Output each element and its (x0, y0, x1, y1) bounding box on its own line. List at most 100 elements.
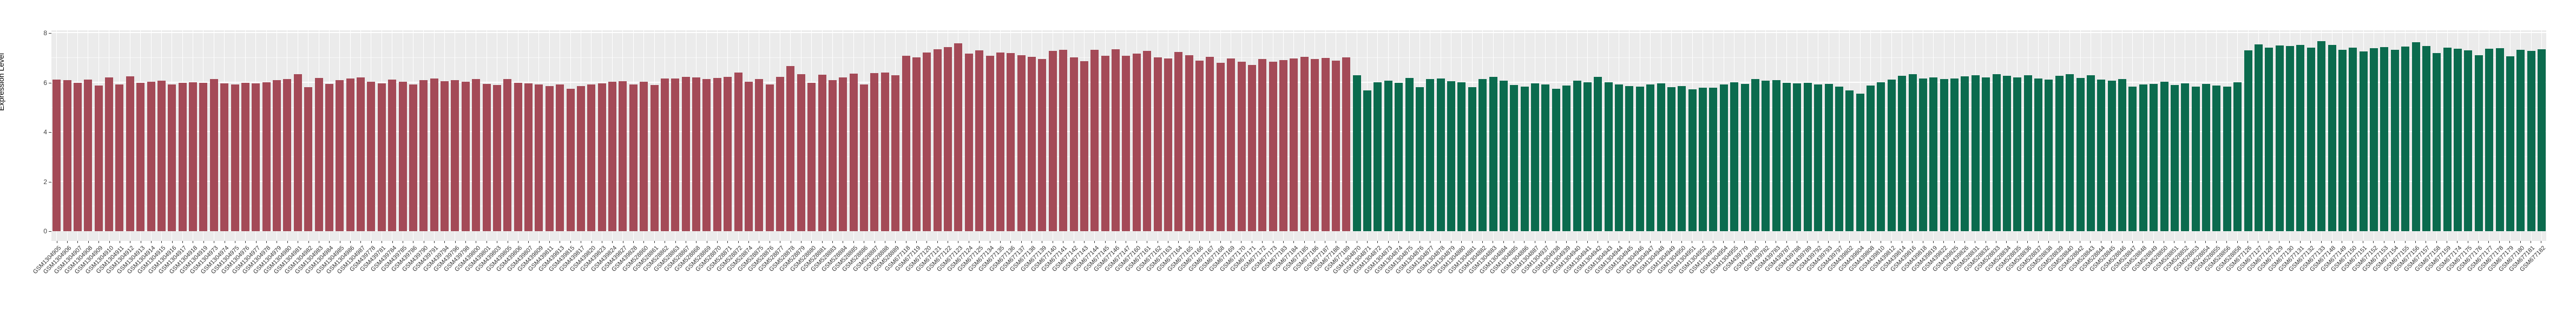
x-tick-mark (2006, 241, 2007, 243)
bar-column (2001, 30, 2013, 241)
bar-GSM1304918 (189, 82, 198, 231)
bar-GSM528860 (640, 81, 648, 231)
bar-column (774, 30, 786, 241)
bar-column (1194, 30, 1205, 241)
x-tick-mark (2216, 241, 2217, 243)
bar-GSM1304886 (1520, 86, 1529, 231)
bar-GSM439786 (409, 84, 417, 231)
bar-column (858, 30, 870, 241)
bar-GSM528854 (2202, 84, 2211, 231)
x-tick-mark (2111, 241, 2112, 243)
bar-column (1540, 30, 1551, 241)
bar-GSM677151 (2359, 51, 2368, 231)
bar-GSM528886 (860, 84, 869, 231)
x-tick-mark (2520, 241, 2521, 243)
bar-column (1666, 30, 1677, 241)
bar-column (869, 30, 880, 241)
bar-column (2421, 30, 2432, 241)
bar-column (691, 30, 702, 241)
x-tick-mark (853, 241, 854, 243)
x-tick-mark (1083, 241, 1085, 243)
bar-GSM439792 (1814, 84, 1823, 231)
bar-column (1404, 30, 1415, 241)
bar-column (2348, 30, 2358, 241)
x-tick-mark (2038, 241, 2039, 243)
x-tick-mark (329, 241, 330, 243)
bar-column (1634, 30, 1645, 241)
bar-column (2432, 30, 2442, 241)
bar-GSM677176 (2474, 55, 2483, 231)
x-tick-mark (1681, 241, 1682, 243)
bar-GSM677147 (1122, 56, 1131, 231)
bar-GSM1304955 (1730, 82, 1739, 231)
bar-GSM528887 (870, 73, 879, 231)
bar-GSM1304878 (1436, 78, 1445, 231)
x-tick-mark (1671, 241, 1672, 243)
bar-column (628, 30, 639, 241)
bar-GSM677144 (1090, 50, 1099, 231)
x-tick-mark (1660, 241, 1661, 243)
bar-GSM528839 (2055, 76, 2064, 231)
bar-column (575, 30, 587, 241)
bar-GSM439801 (482, 84, 491, 231)
bar-column (1477, 30, 1488, 241)
bar-GSM677158 (2433, 53, 2441, 231)
bar-GSM677139 (1038, 59, 1047, 231)
bar-GSM528840 (2066, 74, 2074, 231)
bar-GSM677142 (1069, 57, 1078, 231)
bar-column (1781, 30, 1792, 241)
bar-column (1205, 30, 1215, 241)
x-tick-mark (455, 241, 456, 243)
bar-GSM677160 (1132, 53, 1141, 231)
bar-GSM677167 (1206, 56, 1214, 231)
x-tick-mark (287, 241, 288, 243)
bar-GSM439818 (1918, 78, 1927, 231)
x-tick-mark (1471, 241, 1473, 243)
bar-GSM528883 (828, 80, 837, 231)
bar-column (890, 30, 901, 241)
bar-GSM439805 (503, 79, 512, 231)
bar-GSM1304974 (220, 83, 229, 231)
bar-column (1802, 30, 1813, 241)
x-tick-mark (2436, 241, 2437, 243)
bar-column (942, 30, 954, 241)
bar-column (1394, 30, 1404, 241)
bar-column (2463, 30, 2474, 241)
bar-GSM677173 (1269, 61, 1277, 231)
bar-GSM677146 (1112, 49, 1120, 231)
x-tick-mark (748, 241, 750, 243)
bar-column (1613, 30, 1625, 241)
bar-GSM439797 (1835, 86, 1843, 231)
x-tick-mark (1283, 241, 1284, 243)
bar-column (1907, 30, 1918, 241)
x-tick-mark (2331, 241, 2332, 243)
bar-GSM1304907 (73, 82, 82, 231)
bar-column (995, 30, 1006, 241)
bar-GSM1304883 (1489, 77, 1497, 231)
bar-GSM528848 (2139, 84, 2147, 231)
bar-column (2536, 30, 2547, 241)
bar-GSM677175 (2464, 50, 2473, 231)
bar-GSM439778 (367, 81, 376, 231)
bar-column (1289, 30, 1299, 241)
bar-GSM677154 (2390, 50, 2399, 231)
bar-column (450, 30, 461, 241)
x-tick-mark (2394, 241, 2395, 243)
x-tick-mark (832, 241, 833, 243)
bar-GSM439779 (1740, 84, 1749, 231)
bar-GSM528836 (2023, 75, 2032, 231)
bar-GSM677120 (923, 53, 931, 231)
bar-column (334, 30, 345, 241)
bar-column (2243, 30, 2253, 241)
bar-column (156, 30, 167, 241)
bar-GSM1304976 (241, 82, 249, 231)
bar-column (680, 30, 691, 241)
bar-column (2379, 30, 2390, 241)
bar-column (1068, 30, 1079, 241)
bar-column (1246, 30, 1258, 241)
bar-GSM677150 (2349, 47, 2357, 231)
bar-column (953, 30, 964, 241)
x-tick-mark (633, 241, 634, 243)
bar-column (1917, 30, 1929, 241)
bar-GSM677145 (1101, 55, 1109, 231)
